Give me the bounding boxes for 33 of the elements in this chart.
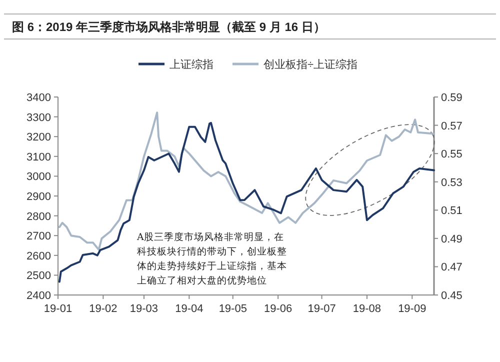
annotation: A股三季度市场风格非常明显，在科技板块行情的带动下，创业板整体的走势持续好于上证综指，基本上确立了相对大盘的优势地位: [136, 231, 287, 286]
x-tick-label: 19-03: [130, 303, 158, 315]
y-tick-label: 3000: [26, 171, 51, 184]
x-tick-label: 19-07: [308, 303, 336, 315]
y-tick-label: 2600: [26, 250, 51, 262]
y-tick-label: 3100: [26, 151, 51, 164]
x-tick-label: 19-01: [44, 303, 72, 315]
y-tick-label: 2500: [26, 270, 51, 282]
y-tick-label: 3400: [26, 92, 51, 104]
y2-tick-label: 0.59: [441, 92, 462, 104]
x-tick-label: 19-09: [398, 303, 426, 315]
y-tick-label: 2400: [26, 290, 51, 302]
y-tick-label: 2800: [26, 210, 51, 223]
y2-tick-label: 0.51: [441, 205, 462, 218]
x-tick-label: 19-04: [175, 303, 204, 315]
y-tick-label: 2900: [26, 191, 51, 203]
line-series: [58, 122, 435, 283]
x-tick-label: 19-08: [352, 303, 382, 315]
legend-label: 上证综指: [170, 58, 214, 71]
y2-tick-label: 0.47: [441, 262, 462, 274]
y2-tick-label: 0.53: [441, 176, 462, 189]
y-tick-label: 3200: [26, 132, 51, 144]
y2-tick-label: 0.49: [441, 233, 462, 246]
y-tick-label: 3300: [26, 112, 51, 124]
x-tick-label: 19-06: [264, 303, 292, 315]
chart-title: 图 6：2019 年三季度市场风格非常明显（截至 9 月 16 日）: [12, 20, 326, 34]
x-tick-label: 19-02: [89, 303, 118, 315]
y2-tick-label: 0.55: [441, 148, 462, 161]
y2-tick-label: 0.57: [441, 120, 462, 132]
legend-label: 创业板指÷上证综指: [264, 58, 358, 71]
x-tick-label: 19-05: [218, 303, 247, 315]
y-tick-label: 2700: [26, 230, 51, 243]
y2-tick-label: 0.45: [441, 290, 462, 302]
